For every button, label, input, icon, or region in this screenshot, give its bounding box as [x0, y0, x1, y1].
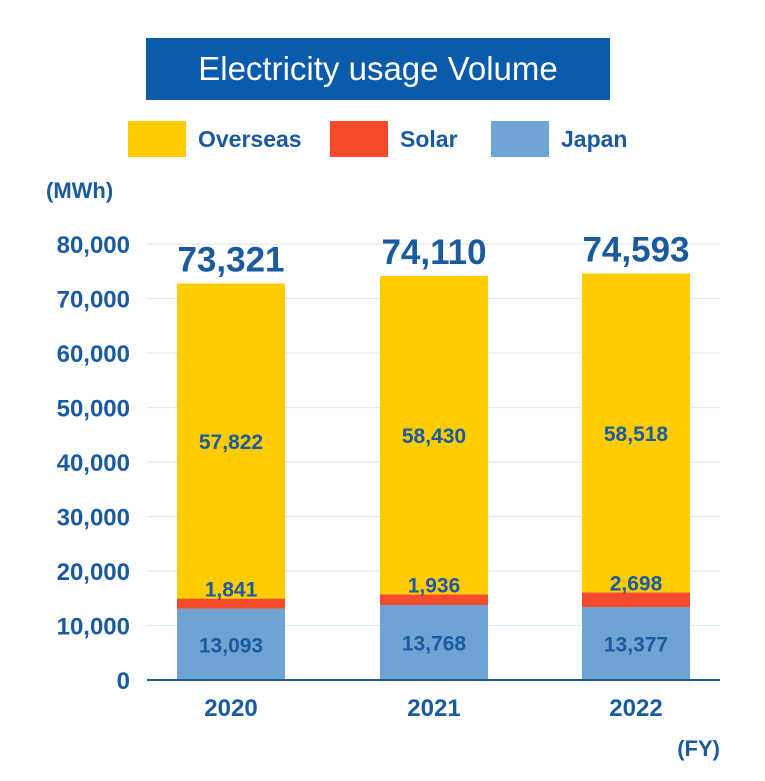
data-label-solar-2020: 1,841 — [205, 579, 258, 602]
y-tick-label: 30,000 — [57, 505, 130, 532]
bar-segment-solar-2021 — [380, 594, 488, 605]
y-tick-label: 50,000 — [57, 396, 130, 423]
y-tick-label: 60,000 — [57, 341, 130, 368]
chart-title: Electricity usage Volume — [146, 38, 610, 100]
y-tick-label: 10,000 — [57, 614, 130, 641]
bar-segment-overseas-2022 — [582, 273, 690, 593]
legend-item-overseas: Overseas — [128, 121, 302, 157]
y-tick-label: 80,000 — [57, 232, 130, 259]
total-label-2021: 74,110 — [381, 233, 486, 272]
y-tick-label: 70,000 — [57, 287, 130, 314]
bar-segment-japan-2020 — [177, 608, 285, 680]
data-label-japan-2021: 13,768 — [402, 632, 467, 655]
bar-segment-japan-2021 — [380, 604, 488, 680]
bar-segment-solar-2020 — [177, 598, 285, 609]
total-label-2020: 73,321 — [177, 240, 284, 279]
bar-segment-japan-2022 — [582, 607, 690, 680]
y-tick-label: 20,000 — [57, 559, 130, 586]
legend-label-japan: Japan — [561, 125, 628, 152]
bar-segment-solar-2022 — [582, 592, 690, 608]
data-label-overseas-2022: 58,518 — [604, 423, 669, 446]
bar-segment-overseas-2020 — [177, 283, 285, 599]
legend-label-solar: Solar — [400, 125, 458, 152]
y-tick-label: 0 — [117, 668, 130, 695]
x-tick-label: 2020 — [204, 695, 257, 722]
y-tick-label: 40,000 — [57, 450, 130, 477]
x-axis-label: (FY) — [677, 736, 720, 761]
data-label-japan-2022: 13,377 — [604, 634, 668, 657]
data-label-solar-2022: 2,698 — [610, 572, 663, 595]
legend-swatch-japan — [491, 121, 549, 157]
data-label-solar-2021: 1,936 — [408, 574, 461, 597]
x-tick-label: 2021 — [407, 695, 460, 722]
x-tick-label: 2022 — [609, 695, 662, 722]
data-label-overseas-2021: 58,430 — [402, 425, 466, 448]
legend-label-overseas: Overseas — [198, 125, 302, 152]
data-label-overseas-2020: 57,822 — [199, 431, 263, 454]
legend-item-japan: Japan — [491, 121, 627, 157]
total-label-2022: 74,593 — [582, 230, 689, 269]
legend-item-solar: Solar — [330, 121, 458, 157]
bar-segment-overseas-2021 — [380, 275, 488, 595]
legend-swatch-solar — [330, 121, 388, 157]
legend-swatch-overseas — [128, 121, 186, 157]
data-label-japan-2020: 13,093 — [199, 634, 263, 657]
y-axis-label: (MWh) — [46, 178, 113, 203]
